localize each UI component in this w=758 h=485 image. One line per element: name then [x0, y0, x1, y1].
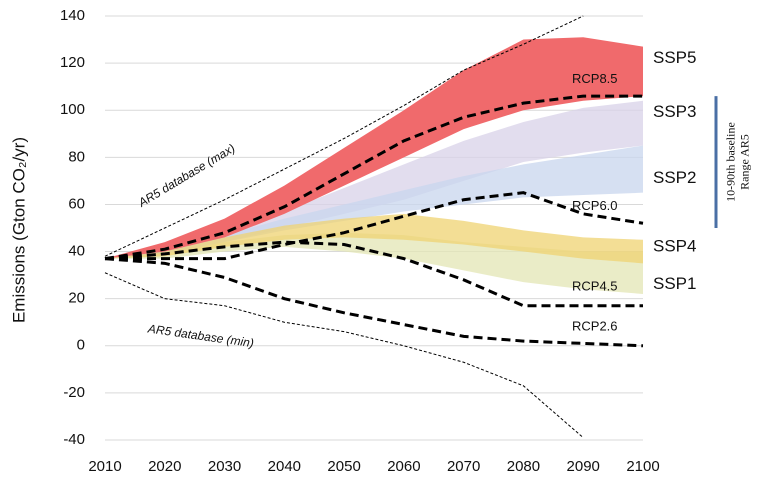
- y-tick-label: 140: [60, 7, 85, 24]
- y-tick-label: 60: [68, 195, 85, 212]
- band-label: SSP5: [653, 48, 696, 67]
- line: [104, 272, 584, 439]
- line: [104, 240, 643, 308]
- x-tick-label: 2010: [88, 458, 121, 475]
- y-tick-label: -20: [63, 384, 85, 401]
- line: [104, 94, 643, 261]
- band: [105, 37, 643, 259]
- line-label: RCP6.0: [572, 198, 618, 213]
- y-tick-label: -40: [63, 431, 85, 448]
- line-label: RCP4.5: [572, 278, 618, 293]
- line: [105, 191, 644, 261]
- line-label: RCP8.5: [572, 71, 618, 86]
- band-label: SSP2: [653, 168, 696, 187]
- x-tick-label: 2080: [507, 458, 540, 475]
- x-tick-label: 2060: [387, 458, 420, 475]
- y-tick-label: 0: [77, 337, 85, 354]
- y-tick-label: 40: [68, 243, 85, 260]
- x-tick-label: 2030: [208, 458, 241, 475]
- line-label: AR5 database (max): [135, 141, 237, 210]
- x-tick-label: 2100: [626, 458, 659, 475]
- range-label: Range AR5: [738, 134, 752, 190]
- x-tick-label: 2050: [327, 458, 360, 475]
- line: [104, 257, 644, 348]
- x-tick-label: 2020: [148, 458, 181, 475]
- band-label: SSP3: [653, 102, 696, 121]
- x-tick-label: 2040: [268, 458, 301, 475]
- band: [105, 145, 643, 259]
- y-axis-title: Emissions (Gton CO₂/yr): [9, 137, 28, 323]
- x-tick-label: 2070: [447, 458, 480, 475]
- y-tick-label: 120: [60, 54, 85, 71]
- line: [104, 15, 584, 257]
- band-label: SSP4: [653, 236, 696, 255]
- range-label: 10-90th baseline: [724, 122, 738, 202]
- band: [105, 100, 643, 259]
- band-label: SSP1: [653, 274, 696, 293]
- x-tick-label: 2090: [567, 458, 600, 475]
- y-tick-label: 100: [60, 101, 85, 118]
- y-tick-label: 20: [68, 290, 85, 307]
- y-tick-label: 80: [68, 148, 85, 165]
- line-label: RCP2.6: [572, 318, 618, 333]
